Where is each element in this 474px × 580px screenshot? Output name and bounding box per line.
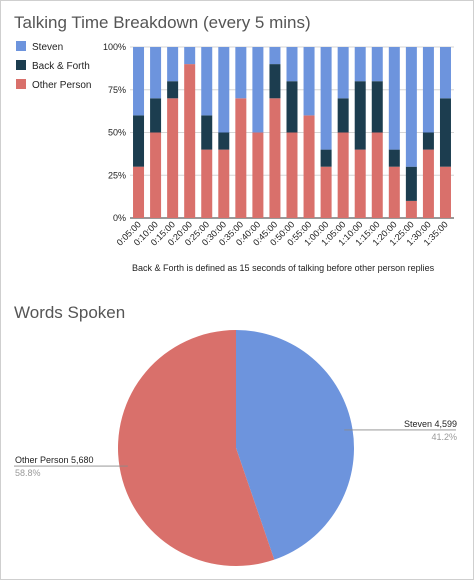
bar-segment-steven <box>184 47 196 65</box>
bar-segment-back-forth <box>167 81 179 99</box>
bar-segment-back-forth <box>150 98 162 133</box>
y-tick-label: 0% <box>113 213 126 223</box>
bar-segment-steven <box>167 47 179 82</box>
bar-segment-back-forth <box>354 81 366 150</box>
bar-segment-other-person <box>235 98 247 218</box>
bar-y-axis: 0% 25% 50% 75% 100% <box>103 42 126 223</box>
pie-percent: 41.2% <box>431 432 457 442</box>
bar-segment-back-forth <box>286 81 298 133</box>
bar-segment-other-person <box>439 166 451 218</box>
bar-segment-other-person <box>422 149 434 218</box>
bar-segment-steven <box>150 47 162 99</box>
legend-label-other-person: Other Person <box>32 80 91 91</box>
bar-segment-steven <box>354 47 366 82</box>
bar-segment-back-forth <box>422 132 434 150</box>
bar-segment-other-person <box>269 98 281 218</box>
bar-segment-steven <box>422 47 434 133</box>
pie-chart-title: Words Spoken <box>14 303 125 322</box>
bar-segment-steven <box>439 47 451 99</box>
bar-segment-steven <box>133 47 145 116</box>
bar-segment-steven <box>371 47 383 82</box>
bar-segment-other-person <box>371 132 383 218</box>
pie-slices <box>118 330 355 567</box>
legend-swatch-back-forth <box>16 60 26 70</box>
bar-segment-other-person <box>354 149 366 218</box>
bar-segment-back-forth <box>405 166 417 201</box>
legend-swatch-steven <box>16 41 26 51</box>
bar-segment-other-person <box>133 166 145 218</box>
bar-segment-other-person <box>150 132 162 218</box>
pie-label: Steven 4,599 <box>404 419 457 429</box>
bar-segment-steven <box>235 47 247 99</box>
pie-label: Other Person 5,680 <box>15 455 94 465</box>
bar-legend: Steven Back & Forth Other Person <box>16 41 91 91</box>
bar-segment-other-person <box>167 98 179 218</box>
bar-segment-other-person <box>303 115 315 218</box>
bar-segment-other-person <box>201 149 213 218</box>
legend-label-back-forth: Back & Forth <box>32 61 90 72</box>
bar-segment-steven <box>218 47 230 133</box>
pie-percent: 58.8% <box>15 468 41 478</box>
legend-label-steven: Steven <box>32 42 63 53</box>
bar-segment-back-forth <box>269 64 281 99</box>
bar-segment-back-forth <box>388 149 400 167</box>
bar-segment-steven <box>320 47 332 150</box>
bar-segment-steven <box>201 47 213 116</box>
bar-segment-back-forth <box>133 115 145 167</box>
legend-swatch-other-person <box>16 79 26 89</box>
bar-segment-other-person <box>184 64 196 218</box>
y-tick-label: 75% <box>108 85 126 95</box>
bar-segment-back-forth <box>218 132 230 150</box>
pie-slice-steven <box>236 330 355 560</box>
bar-x-axis: 0:05:000:10:000:15:000:20:000:25:000:30:… <box>115 219 450 247</box>
bar-segment-back-forth <box>320 149 332 167</box>
bar-segment-back-forth <box>337 98 349 133</box>
bar-segment-other-person <box>218 149 230 218</box>
bar-segment-back-forth <box>371 81 383 133</box>
pie-labels: Steven 4,599 41.2% Other Person 5,680 58.8% <box>14 419 457 478</box>
bar-chart-annotation: Back & Forth is defined as 15 seconds of… <box>132 263 435 273</box>
bar-segment-steven <box>269 47 281 65</box>
bar-segment-steven <box>303 47 315 116</box>
bar-segment-other-person <box>405 200 417 218</box>
bar-segment-steven <box>405 47 417 167</box>
bar-segment-back-forth <box>201 115 213 150</box>
bar-segment-other-person <box>388 166 400 218</box>
bar-segment-steven <box>252 47 264 133</box>
bar-chart-title: Talking Time Breakdown (every 5 mins) <box>14 13 311 32</box>
bar-segment-steven <box>286 47 298 82</box>
bar-series <box>133 47 451 218</box>
bar-segment-other-person <box>286 132 298 218</box>
bar-segment-steven <box>337 47 349 99</box>
y-tick-label: 25% <box>108 170 126 180</box>
bar-segment-other-person <box>252 132 264 218</box>
bar-segment-other-person <box>337 132 349 218</box>
bar-segment-other-person <box>320 166 332 218</box>
bar-segment-steven <box>388 47 400 150</box>
y-tick-label: 50% <box>108 128 126 138</box>
pie-slice-other-person <box>118 330 275 567</box>
y-tick-label: 100% <box>103 42 126 52</box>
bar-segment-back-forth <box>439 98 451 167</box>
